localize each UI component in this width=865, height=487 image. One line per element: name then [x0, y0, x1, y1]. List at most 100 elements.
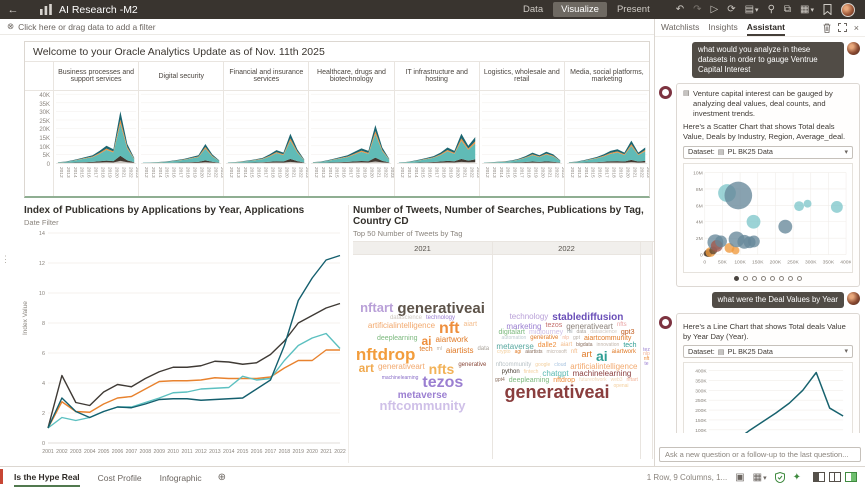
assistant-tab-insights[interactable]: Insights	[708, 22, 738, 32]
panel-resize-handle[interactable]: ⋮	[1, 254, 10, 264]
small-multiple-column[interactable]: IT infrastructure and hosting 2012 2013 201…	[393, 61, 481, 196]
tag-word[interactable]: art	[581, 349, 592, 360]
tag-word[interactable]: dalle2	[537, 341, 557, 349]
user-avatar[interactable]	[841, 2, 855, 17]
tag-word[interactable]: nft	[643, 356, 650, 362]
tag-word[interactable]: tech	[419, 346, 433, 354]
tag-word[interactable]: tech	[623, 341, 637, 349]
tag-word[interactable]: nft	[439, 319, 460, 337]
tag-word[interactable]: digitalart	[498, 328, 525, 336]
bookmark-icon[interactable]	[823, 4, 832, 15]
undo-icon[interactable]: ↶	[675, 4, 685, 15]
tag-word[interactable]: fintech	[523, 369, 539, 376]
tag-word[interactable]: openai	[613, 383, 629, 390]
dataset-selector[interactable]: Dataset: ▤ PL BK25 Data ▾	[683, 145, 853, 159]
stacked-area-chart[interactable]: 2012 2013 2014 2015 2016 2017 2018 2019 2020 2021…	[139, 91, 225, 191]
assistant-tab-assistant[interactable]: Assistant	[746, 19, 785, 36]
canvas-tab-infographic[interactable]: Infographic	[159, 472, 202, 483]
tag-word[interactable]: google	[535, 361, 551, 368]
tag-word[interactable]: ml	[567, 328, 573, 335]
tag-word[interactable]: crypto	[496, 349, 511, 356]
small-multiple-column[interactable]: Digital security 2012 2013 2014 2015 2016 2017…	[138, 61, 225, 196]
tag-word[interactable]: aiartwork	[611, 349, 637, 356]
assistant-scatter-chart[interactable]: 0 50K 100K 150K 200K 250K 300K 350K 400K 0 2M 4M 6M 8…	[685, 166, 852, 268]
tag-word[interactable]: gpt4	[495, 376, 505, 383]
tag-word[interactable]: gpt	[573, 335, 580, 342]
tag-word[interactable]: nfts	[428, 360, 455, 377]
tag-word[interactable]: technology	[509, 312, 549, 322]
pagination-dot[interactable]	[779, 275, 784, 281]
tag-word[interactable]: nftdrop	[553, 376, 576, 384]
assistant-sparkle-icon[interactable]: ✦	[792, 471, 801, 483]
tag-word[interactable]: aiartists	[525, 349, 543, 356]
assistant-tab-watchlists[interactable]: Watchlists	[661, 22, 700, 32]
layout-right-panel-icon[interactable]	[845, 472, 857, 482]
present-play-icon[interactable]: ▷	[710, 4, 719, 15]
pagination-dot[interactable]	[761, 275, 766, 281]
tag-word[interactable]: deeplearning	[508, 376, 550, 384]
stacked-area-chart[interactable]: 2012 2013 2014 2015 2016 2017 2018 2019 2020 2021…	[480, 91, 566, 191]
assistant-line-chart[interactable]: 050K100K150K200K250K300K350K400K20122014…	[685, 365, 851, 433]
tag-word[interactable]: technology	[426, 315, 456, 322]
tag-word[interactable]: artificialintelligence	[367, 320, 436, 330]
tag-word[interactable]: agi	[514, 349, 522, 356]
tag-word[interactable]: aiartists	[445, 346, 474, 356]
tag-word[interactable]: ai	[421, 334, 432, 349]
tag-word[interactable]: aiartwork	[435, 335, 468, 345]
small-multiple-column[interactable]: Healthcare, drugs and biotechnology 2012 2…	[308, 61, 396, 196]
small-multiple-column[interactable]: Logistics, wholesale and retail 2012 2013 2…	[478, 61, 566, 196]
small-multiple-column[interactable]: Business processes and support services 2…	[53, 61, 140, 196]
publications-line-chart[interactable]: 0 2 4 6 8 10 12 14 2001 2002 2003 2004 2005 2006 2007 2…	[30, 227, 346, 464]
stacked-area-chart[interactable]: 2012 2013 2014 2015 2016 2017 2018 2019 2020 2021…	[395, 91, 481, 191]
tag-word[interactable]: artificialintelligence	[570, 361, 638, 371]
tag-word[interactable]: tez	[643, 346, 650, 353]
tag-word[interactable]: nftart	[360, 300, 394, 316]
tag-word[interactable]: marketing	[506, 321, 542, 331]
tag-word[interactable]: metaverse	[496, 341, 534, 351]
canvas-tab-is-the-hype-real[interactable]: Is the Hype Real	[14, 468, 80, 487]
pagination-dot[interactable]	[788, 275, 793, 281]
stacked-area-chart[interactable]: 2012 2013 2014 2015 2016 2017 2018 2019 2020 2021…	[224, 91, 310, 191]
grid-layout-icon[interactable]: ▦▾	[753, 472, 767, 483]
tag-word[interactable]: art	[358, 360, 374, 375]
tag-word[interactable]: nfts	[616, 321, 627, 328]
tab-data[interactable]: Data	[523, 4, 544, 15]
tag-word[interactable]: web3	[610, 376, 623, 383]
redo-icon[interactable]: ↷	[693, 4, 702, 15]
tag-word[interactable]: generativeart	[377, 361, 425, 371]
filter-bar[interactable]: ⊗ Click here or drag data to add a filte…	[0, 19, 654, 35]
tag-word[interactable]: ml	[436, 346, 442, 353]
tag-word[interactable]: python	[501, 369, 520, 376]
tag-word[interactable]: data	[477, 346, 490, 353]
pagination-dot[interactable]	[797, 275, 802, 281]
layout-left-icon[interactable]	[813, 472, 825, 482]
pin-icon[interactable]: ⚲	[767, 4, 775, 15]
tag-word[interactable]: machinelearning	[572, 369, 632, 379]
tag-word[interactable]: bigdata	[576, 341, 593, 348]
quality-shield-icon[interactable]	[774, 471, 785, 483]
tag-word[interactable]: ai	[595, 348, 608, 365]
refresh-data-icon[interactable]: ⟳	[727, 4, 736, 15]
tag-word[interactable]: nftcommunity	[495, 361, 532, 368]
canvas-tab-cost-profile[interactable]: Cost Profile	[97, 472, 142, 483]
tag-word[interactable]: datascience	[389, 315, 422, 322]
pagination-dot[interactable]	[752, 275, 757, 281]
small-multiples-chart[interactable]: 40K 35K 30K 25K 20K 15K 10K 5K 0 Business process…	[25, 61, 651, 196]
tag-word[interactable]: microsoft	[546, 349, 567, 356]
trash-icon[interactable]	[823, 23, 831, 33]
date-filter-label[interactable]: Date Filter	[24, 218, 59, 227]
tag-word[interactable]: generativeart	[566, 321, 613, 331]
close-icon[interactable]: ×	[853, 22, 859, 33]
wordcloud-panel[interactable]: Number of Tweets, Number of Searches, Pu…	[348, 205, 654, 463]
tab-visualize[interactable]: Visualize	[553, 2, 607, 17]
tag-word[interactable]: datascience	[590, 328, 617, 335]
tag-word[interactable]: generative	[458, 361, 487, 368]
tag-word[interactable]: aiart	[463, 320, 478, 328]
tag-word[interactable]: nlp	[643, 351, 650, 358]
tag-word[interactable]: nftdrop	[355, 345, 416, 365]
add-canvas-icon[interactable]: ⊕	[217, 471, 227, 483]
tag-word[interactable]: te	[644, 360, 649, 367]
canvas-preview-icon[interactable]: ▣	[735, 471, 745, 483]
display-settings-icon[interactable]: ▤▾	[745, 4, 759, 15]
